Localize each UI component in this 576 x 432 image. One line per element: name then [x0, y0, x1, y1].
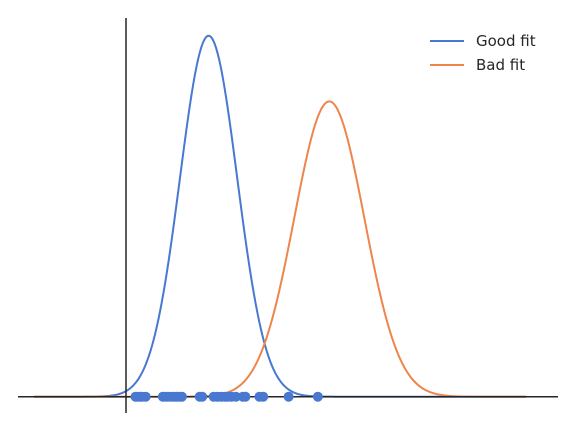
data-points: [130, 391, 323, 402]
legend-label-good-fit: Good fit: [476, 32, 536, 50]
series-line-bad-fit: [33, 100, 527, 398]
legend-label-bad-fit: Bad fit: [476, 56, 525, 74]
density-curves: [33, 34, 527, 398]
series-line-good-fit: [33, 34, 527, 398]
data-point: [283, 391, 294, 402]
data-point: [258, 391, 269, 402]
data-point: [197, 391, 208, 402]
data-point: [240, 391, 251, 402]
data-point: [140, 391, 151, 402]
data-point: [176, 391, 187, 402]
legend: Good fit Bad fit: [430, 32, 536, 74]
data-point: [312, 391, 323, 402]
data-point: [230, 391, 241, 402]
